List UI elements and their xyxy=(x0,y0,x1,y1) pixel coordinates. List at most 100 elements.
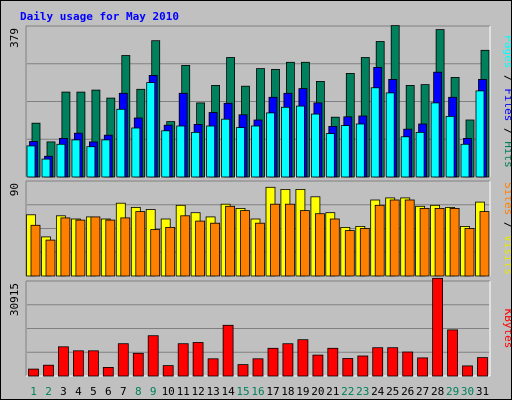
bar-kbytes-day-2 xyxy=(43,364,54,377)
bar-sites-day-1 xyxy=(30,224,41,277)
x-tick-label: 12 xyxy=(191,385,204,398)
series-label-kbytes: KBytes xyxy=(502,309,511,349)
bar-sites-day-14 xyxy=(225,205,236,277)
bar-sites-day-6 xyxy=(105,219,116,277)
bar-pages-day-26 xyxy=(400,136,410,178)
bar-pages-day-2 xyxy=(41,158,51,178)
bar-pages-day-29 xyxy=(445,116,455,178)
panel-2: 90 Sites / Visits xyxy=(8,180,511,277)
y-max-label: 30915 xyxy=(8,283,21,316)
bar-sites-day-22 xyxy=(344,230,355,277)
bar-sites-day-15 xyxy=(240,210,250,277)
x-tick-label: 5 xyxy=(90,385,97,398)
bar-kbytes-day-21 xyxy=(327,347,339,377)
bar-pages-day-21 xyxy=(325,133,335,178)
series-label-files: Files xyxy=(502,88,511,121)
bar-pages-day-10 xyxy=(161,130,171,178)
bar-kbytes-day-4 xyxy=(73,350,84,377)
panel-3: 30915 KBytes xyxy=(8,277,511,377)
x-tick-label: 9 xyxy=(150,385,157,398)
bar-sites-day-7 xyxy=(120,217,131,277)
bar-kbytes-day-8 xyxy=(132,352,144,377)
x-tick-label: 18 xyxy=(281,385,294,398)
bar-sites-day-8 xyxy=(135,211,146,277)
bar-sites-day-30 xyxy=(464,228,475,277)
bar-pages-day-31 xyxy=(475,90,485,178)
bar-kbytes-day-3 xyxy=(58,346,69,377)
x-tick-label: 15 xyxy=(236,385,249,398)
x-tick-label: 17 xyxy=(266,385,279,398)
bar-sites-day-17 xyxy=(270,203,280,277)
x-tick-label: 25 xyxy=(386,385,399,398)
bar-sites-day-16 xyxy=(255,222,265,277)
bar-pages-day-9 xyxy=(146,82,156,178)
x-tick-label: 3 xyxy=(60,385,67,398)
bar-kbytes-day-15 xyxy=(237,364,249,377)
x-tick-label: 10 xyxy=(162,385,175,398)
bar-kbytes-day-25 xyxy=(387,347,399,377)
bar-sites-day-27 xyxy=(419,207,430,277)
panel-1: 379 Pages / Files / Hits xyxy=(8,25,511,178)
series-label-separator: / xyxy=(502,68,511,88)
bar-kbytes-day-14 xyxy=(222,324,234,377)
x-tick-label: 29 xyxy=(446,385,459,398)
bar-pages-day-28 xyxy=(430,102,440,178)
x-tick-label: 27 xyxy=(416,385,429,398)
bar-sites-day-3 xyxy=(60,217,71,277)
x-tick-label: 11 xyxy=(177,385,190,398)
series-label-1: Pages / Files / Hits xyxy=(502,35,511,168)
bar-sites-day-26 xyxy=(404,199,415,277)
bar-kbytes-day-20 xyxy=(312,354,324,377)
bar-kbytes-day-17 xyxy=(267,347,279,377)
bar-sites-day-20 xyxy=(314,213,325,277)
bar-pages-day-13 xyxy=(206,125,216,178)
bar-kbytes-day-30 xyxy=(462,365,473,377)
bar-sites-day-24 xyxy=(374,204,385,277)
bar-pages-day-5 xyxy=(86,146,96,178)
x-tick-label: 14 xyxy=(221,385,235,398)
bar-kbytes-day-27 xyxy=(417,357,429,377)
bar-kbytes-day-28 xyxy=(432,277,444,377)
x-tick-label: 28 xyxy=(431,385,444,398)
bar-pages-day-27 xyxy=(415,131,425,178)
bar-sites-day-4 xyxy=(75,219,86,277)
bar-pages-day-7 xyxy=(116,108,126,178)
bar-sites-day-28 xyxy=(434,207,445,277)
bar-kbytes-day-24 xyxy=(372,347,384,377)
bar-pages-day-8 xyxy=(131,127,141,178)
series-label-2: Sites / Visits xyxy=(502,182,511,275)
chart-title: Daily usage for May 2010 xyxy=(20,10,179,23)
bar-pages-day-6 xyxy=(101,139,111,178)
bar-sites-day-18 xyxy=(284,203,295,277)
x-tick-label: 23 xyxy=(356,385,369,398)
y-max-label: 90 xyxy=(8,183,21,196)
bar-pages-day-18 xyxy=(280,106,290,178)
x-tick-label: 6 xyxy=(105,385,112,398)
bar-kbytes-day-13 xyxy=(207,358,219,377)
bar-pages-day-17 xyxy=(266,112,275,178)
series-pages xyxy=(26,82,485,178)
x-tick-label: 22 xyxy=(341,385,354,398)
bar-kbytes-day-31 xyxy=(477,357,488,377)
series-sites xyxy=(30,199,490,277)
x-tick-label: 24 xyxy=(371,385,385,398)
series-kbytes xyxy=(28,277,488,377)
x-tick-label: 2 xyxy=(45,385,52,398)
bar-kbytes-day-18 xyxy=(282,343,294,377)
series-label-pages: Pages xyxy=(502,35,511,68)
series-label-visits: Visits xyxy=(502,235,511,275)
bar-pages-day-15 xyxy=(236,127,245,178)
series-label-separator: / xyxy=(502,121,511,141)
bar-kbytes-day-26 xyxy=(402,351,414,377)
bar-kbytes-day-9 xyxy=(147,335,159,377)
bar-pages-day-25 xyxy=(385,92,395,178)
bar-sites-day-31 xyxy=(479,211,490,277)
bar-sites-day-23 xyxy=(359,228,370,277)
bar-pages-day-14 xyxy=(221,118,231,178)
x-tick-label: 30 xyxy=(461,385,474,398)
bar-kbytes-day-23 xyxy=(357,355,369,377)
bar-sites-day-12 xyxy=(195,220,206,277)
x-tick-label: 26 xyxy=(401,385,414,398)
